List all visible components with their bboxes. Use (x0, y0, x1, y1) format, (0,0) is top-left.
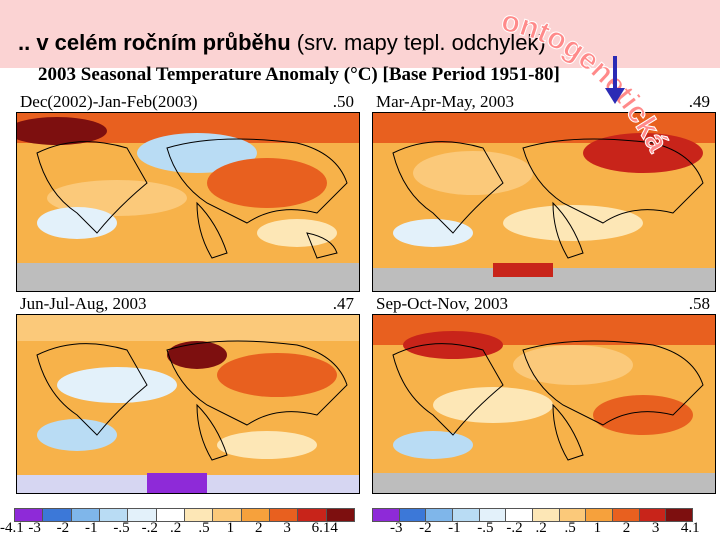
colorbar-tick-label: 3 (283, 520, 291, 536)
colorbar-tick-label: 3 (651, 520, 660, 536)
colorbar-tick-label: 2 (622, 520, 631, 536)
map-panel-djf: Dec(2002)-Jan-Feb(2003) .50 (16, 92, 360, 296)
colorbar-tick-label: -3 (390, 520, 403, 536)
panel-global-mean: .50 (332, 92, 354, 111)
slide-header (0, 0, 720, 68)
slide-title-bold: .. v celém ročním průběhu (18, 30, 291, 55)
colorbar-swatch (665, 508, 693, 522)
colorbar-tick-label: -1 (448, 520, 461, 536)
panel-label: Dec(2002)-Jan-Feb(2003) (20, 92, 198, 111)
slide-title: .. v celém ročním průběhu (srv. mapy tep… (18, 30, 546, 56)
panel-global-mean: .49 (688, 92, 710, 111)
anomaly-map (16, 112, 360, 292)
colorbar-swatch (325, 508, 355, 522)
colorbar-tick-label: 6.14 (311, 520, 338, 536)
panel-label: Sep-Oct-Nov, 2003 (376, 294, 509, 313)
anomaly-map (372, 112, 716, 292)
map-panel-son: Sep-Oct-Nov, 2003 .58 (372, 294, 716, 498)
colorbar-tick-label: .2 (535, 520, 547, 536)
colorbar-tick-label: -.5 (113, 520, 130, 536)
anomaly-map (16, 314, 360, 494)
anomaly-map (372, 314, 716, 494)
colorbar-tick-label: -2 (419, 520, 432, 536)
colorbar-tick-label: .2 (170, 520, 182, 536)
panel-global-mean: .47 (332, 294, 354, 313)
colorbar-tick-label: -1 (85, 520, 98, 536)
colorbar-tick-label: .5 (198, 520, 210, 536)
colorbar-tick-label: -4.1 (0, 520, 24, 536)
colorbar-tick-label: 4.1 (680, 520, 700, 536)
colorbar-tick-label: .5 (564, 520, 576, 536)
colorbar-tick-label: -.2 (141, 520, 158, 536)
map-panel-mam: Mar-Apr-May, 2003 .49 (372, 92, 716, 296)
colorbar-right (372, 508, 712, 522)
map-panel-jja: Jun-Jul-Aug, 2003 .47 (16, 294, 360, 498)
colorbar-tick-label: 1 (593, 520, 602, 536)
colorbar-tick-label: 2 (255, 520, 263, 536)
colorbar-tick-label: -3 (28, 520, 41, 536)
panel-label: Jun-Jul-Aug, 2003 (20, 294, 147, 313)
figure-title: 2003 Seasonal Temperature Anomaly (°C) [… (38, 64, 560, 85)
slide-title-rest: (srv. mapy tepl. odchylek) (290, 30, 546, 55)
panel-global-mean: .58 (688, 294, 710, 313)
colorbar-tick-label: 1 (226, 520, 235, 536)
panel-label: Mar-Apr-May, 2003 (376, 92, 514, 111)
colorbar-tick-label: -2 (56, 520, 70, 536)
colorbar-tick-label: -.5 (477, 520, 494, 536)
colorbar-tick-label: -.2 (506, 520, 523, 536)
colorbar-left (14, 508, 355, 522)
down-arrow-icon (605, 56, 625, 104)
